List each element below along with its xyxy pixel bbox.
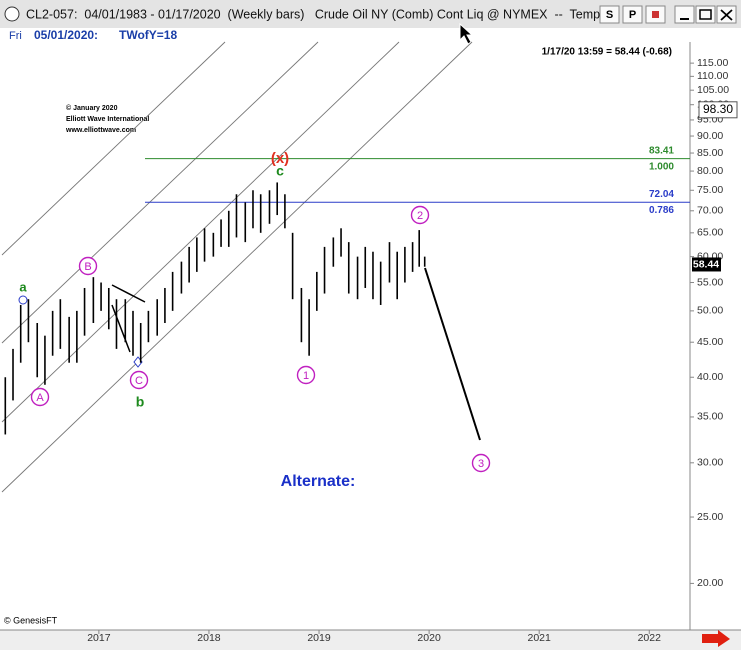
- day-label: Fri: [9, 30, 22, 42]
- y-tick-label: 80.00: [697, 165, 723, 177]
- minimize-button[interactable]: [674, 5, 695, 24]
- x-tick-label: 2018: [197, 632, 221, 644]
- channel-line: [1, 41, 473, 493]
- wave-circle: [30, 387, 50, 407]
- projection-line: [424, 267, 481, 441]
- y-tick-label: 55.00: [697, 276, 723, 288]
- maximize-button[interactable]: [695, 5, 716, 24]
- y-tick-label: 85.00: [697, 147, 723, 159]
- button[interactable]: [599, 5, 620, 24]
- credit: © January 2020: [66, 104, 118, 112]
- x-axis-area: [0, 630, 741, 650]
- wave-label: 3: [478, 458, 484, 470]
- icon: [720, 9, 733, 21]
- channel-line: [1, 41, 319, 344]
- quote: 1/17/20 13:59 = 58.44 (-0.68): [542, 47, 672, 58]
- wave-label: (x): [271, 150, 289, 167]
- y-tick-label: 35.00: [697, 411, 723, 423]
- wave-circle: [410, 205, 430, 225]
- cursor-box: [698, 101, 738, 119]
- wave-label: b: [136, 394, 145, 410]
- x-tick-label: 2021: [528, 632, 552, 644]
- level-ratio: 1.000: [649, 161, 674, 172]
- x-tick-label: 2020: [417, 632, 441, 644]
- scroll-arrow[interactable]: [702, 630, 730, 647]
- app-icon: [4, 6, 20, 22]
- credit: www.elliottwave.com: [65, 127, 136, 134]
- y-tick-label: 75.00: [697, 184, 723, 196]
- wave-circle: [296, 365, 316, 385]
- channel-line: [1, 41, 226, 256]
- button-label[interactable]: S: [606, 9, 613, 21]
- y-tick-label: 45.00: [697, 336, 723, 348]
- cursor-label: 98.30: [703, 102, 733, 116]
- channel-lines: [1, 41, 473, 493]
- wave-label: A: [36, 392, 44, 404]
- level-ratio: 0.786: [649, 205, 674, 216]
- channel-line: [1, 41, 400, 423]
- source: © GenesisFT: [4, 615, 58, 625]
- credit: Elliott Wave International: [66, 116, 149, 123]
- wave-label: Alternate:: [281, 473, 356, 490]
- wave-circle: [78, 256, 98, 276]
- date-label: 05/01/2020:: [34, 28, 98, 42]
- y-tick-label: 50.00: [697, 305, 723, 317]
- y-tick-label: 90.00: [697, 130, 723, 142]
- icon: [652, 11, 659, 18]
- y-tick-label: 20.00: [697, 577, 723, 589]
- y-tick-label: 65.00: [697, 227, 723, 239]
- x-tick-label: 2017: [87, 632, 111, 644]
- wave-label: C: [135, 375, 143, 387]
- wave-circle: [471, 453, 491, 473]
- level-value: 83.41: [649, 145, 674, 156]
- window-title: CL2-057: 04/01/1983 - 01/17/2020 (Weekly…: [26, 7, 610, 21]
- wave-label: 2: [417, 210, 423, 222]
- wave-label: c: [276, 163, 284, 179]
- pivot-marker: [18, 295, 28, 305]
- y-tick-label: 105.00: [697, 84, 729, 96]
- triangle-lines: [111, 284, 146, 353]
- indicator-label: TWofY=18: [119, 28, 177, 42]
- button[interactable]: [622, 5, 643, 24]
- button-label[interactable]: P: [629, 9, 636, 21]
- wave-circle: [129, 370, 149, 390]
- wave-label: a: [19, 279, 27, 294]
- wave-label: 1: [303, 370, 309, 382]
- y-tick-label: 25.00: [697, 511, 723, 523]
- x-tick-label: 2022: [638, 632, 662, 644]
- last-price-box: [692, 257, 721, 272]
- y-tick-label: 40.00: [697, 371, 723, 383]
- y-tick-label: 115.00: [697, 57, 728, 69]
- y-tick-label: 110.00: [697, 70, 728, 82]
- y-tick-label: 30.00: [697, 457, 723, 469]
- x-tick-label: 2019: [307, 632, 331, 644]
- icon: [699, 9, 712, 20]
- wave-label: B: [84, 261, 91, 273]
- mouse-cursor: [459, 22, 474, 45]
- level-value: 72.04: [649, 189, 674, 200]
- y-tick-label: 70.00: [697, 205, 723, 217]
- last-price-label: 58.44: [693, 258, 719, 270]
